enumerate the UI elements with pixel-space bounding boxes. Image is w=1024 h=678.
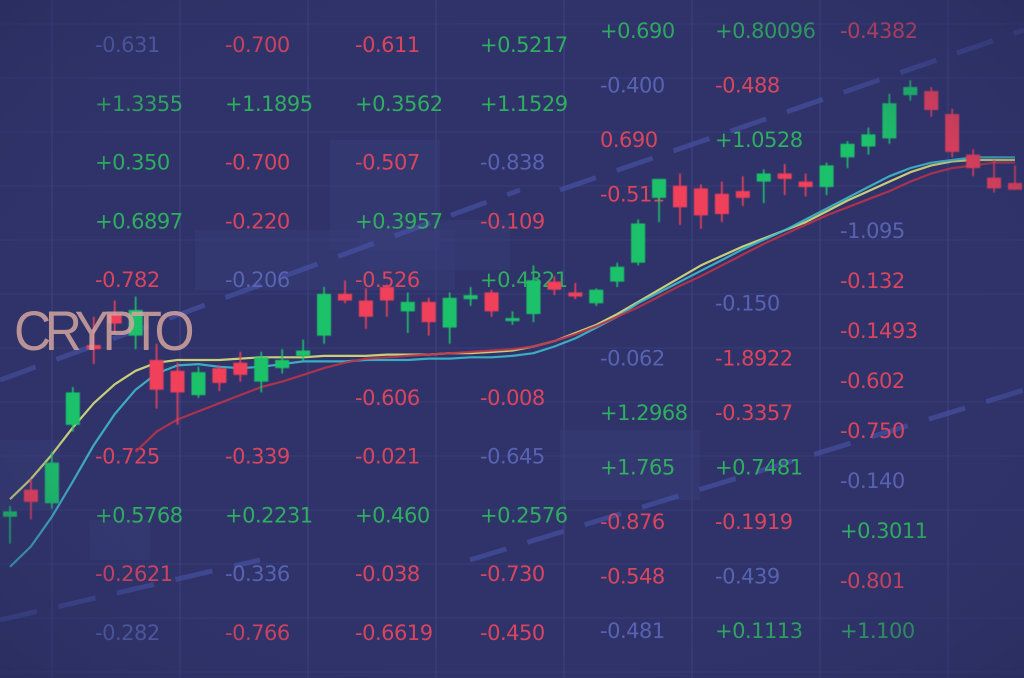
crypto-watermark: CRYPTO [14, 299, 195, 362]
